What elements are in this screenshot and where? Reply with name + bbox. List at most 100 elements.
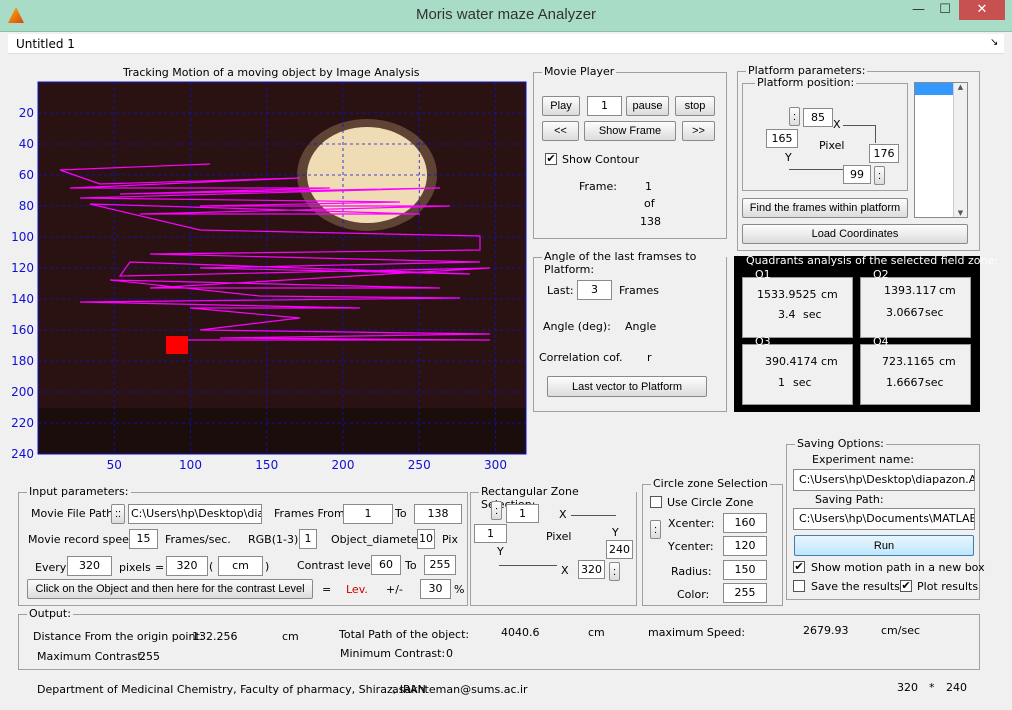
plot-frame: [37, 81, 527, 455]
pause-button[interactable]: pause: [626, 96, 669, 116]
listbox-selected-item[interactable]: [915, 83, 953, 95]
contrast-to-input[interactable]: 255: [424, 555, 456, 575]
tracking-plot[interactable]: 20 40 60 80 100 120 140 160 180 200 220 240 50 100 15…: [0, 78, 530, 470]
platform-x2-input[interactable]: 176: [869, 144, 899, 163]
rect-y1-input[interactable]: 1: [474, 524, 507, 543]
show-contour-checkbox[interactable]: ✔: [545, 152, 557, 165]
show-motion-checkbox[interactable]: ✔: [793, 560, 805, 573]
contrast-from-input[interactable]: 60: [371, 555, 401, 575]
menu-arrow-icon[interactable]: ↘: [990, 37, 999, 48]
next-frame-button[interactable]: >>: [682, 121, 715, 141]
experiment-name-input[interactable]: C:\Users\hp\Desktop\diapazon.AVI: [793, 469, 975, 491]
use-circle-checkbox[interactable]: [650, 496, 662, 508]
platform-select-button[interactable]: :: [789, 107, 800, 126]
movie-player-panel: Movie Player Play 1 pause stop << Show F…: [533, 65, 727, 239]
x-tick-label: 50: [107, 458, 122, 470]
rect-select-button[interactable]: :: [491, 501, 502, 520]
play-button[interactable]: Play: [542, 96, 580, 116]
q1-distance: 1533.9525: [757, 288, 817, 301]
y-tick-label: 20: [19, 106, 34, 120]
frames-from-input[interactable]: 1: [343, 504, 393, 524]
plot-results-checkbox[interactable]: ✔: [900, 579, 912, 592]
frames-label: Frames: [619, 284, 660, 297]
minimize-button[interactable]: —: [912, 2, 925, 17]
show-motion-label: Show motion path in a new box: [811, 561, 985, 574]
correlation-label: Correlation cof.: [539, 351, 623, 364]
rect-x1-input[interactable]: 1: [506, 504, 539, 523]
y-tick-label: 40: [19, 137, 34, 151]
max-speed-unit: cm/sec: [881, 624, 921, 637]
frames-to-input[interactable]: 138: [414, 504, 462, 524]
object-diameter-input[interactable]: 10: [417, 529, 435, 549]
unit-input[interactable]: cm: [218, 556, 263, 576]
scroll-down-icon[interactable]: ▼: [957, 209, 964, 217]
angle-panel-title: Angle of the last framses to Platform:: [542, 250, 726, 276]
frame-total: 138: [640, 215, 661, 228]
every-pixels-input[interactable]: 320: [67, 556, 112, 576]
platform-y2-input[interactable]: 99: [843, 165, 871, 184]
q3-time: 1: [778, 376, 785, 389]
rect-select-button-2[interactable]: :: [609, 562, 620, 581]
q4-time: 1.6667: [886, 376, 925, 389]
rect-y2-input[interactable]: 240: [606, 540, 633, 559]
percent-input[interactable]: 30: [420, 579, 451, 599]
saving-path-input[interactable]: C:\Users\hp\Documents\MATLAB\: [793, 508, 975, 530]
rgb-input[interactable]: 1: [299, 529, 317, 549]
total-path-unit: cm: [588, 626, 605, 639]
rect-x2-input[interactable]: 320: [578, 560, 605, 579]
xcenter-input[interactable]: 160: [723, 513, 767, 533]
run-button[interactable]: Run: [794, 535, 974, 556]
radius-input[interactable]: 150: [723, 560, 767, 580]
x-tick-label: 300: [484, 458, 507, 470]
circle-zone-panel: Circle zone Selection Use Circle Zone : …: [642, 477, 783, 606]
q3-distance-unit: cm: [821, 355, 838, 368]
object-diameter-unit: Pix: [442, 533, 458, 546]
menu-untitled[interactable]: Untitled 1: [16, 37, 75, 51]
find-frames-button[interactable]: Find the frames within platform: [742, 198, 908, 218]
input-parameters-title: Input parameters:: [27, 485, 131, 498]
frame-width: 320: [897, 681, 918, 694]
record-speed-input[interactable]: 15: [129, 529, 158, 549]
last-vector-button[interactable]: Last vector to Platform: [547, 376, 707, 397]
contrast-level-button[interactable]: Click on the Object and then here for th…: [27, 579, 313, 599]
output-title: Output:: [27, 607, 73, 620]
stop-button[interactable]: stop: [675, 96, 715, 116]
prev-frame-button[interactable]: <<: [542, 121, 579, 141]
motion-path: [59, 163, 491, 341]
platform-y1-input[interactable]: 165: [766, 129, 798, 148]
circle-select-button[interactable]: :: [650, 520, 661, 539]
y-tick-label: 240: [11, 447, 34, 461]
platform-x1-input[interactable]: 85: [803, 108, 833, 127]
x-bracket-line: [843, 125, 875, 126]
show-frame-button[interactable]: Show Frame: [584, 121, 676, 141]
y-tick-label: 140: [11, 292, 34, 306]
record-speed-label: Movie record speed:: [28, 533, 140, 546]
browse-file-button[interactable]: ::: [111, 504, 125, 524]
save-results-checkbox[interactable]: [793, 580, 805, 592]
file-path-input[interactable]: C:\Users\hp\Desktop\diapa: [128, 504, 262, 524]
cm-value-input[interactable]: 320: [166, 556, 208, 576]
q3-label: Q3: [755, 335, 771, 348]
platform-select-button-2[interactable]: :: [874, 166, 885, 185]
ycenter-input[interactable]: 120: [723, 536, 767, 556]
equals-label-2: =: [322, 583, 332, 596]
frame-input[interactable]: 1: [587, 96, 622, 116]
listbox-scrollbar[interactable]: ▲ ▼: [953, 83, 967, 217]
close-button[interactable]: ✕: [959, 0, 1005, 20]
record-speed-unit: Frames/sec.: [165, 533, 231, 546]
color-label: Color:: [677, 588, 710, 601]
rectangular-zone-panel: Rectangular Zone Selection: : 1 X 1 Pixe…: [470, 485, 637, 606]
y-tick-label: 160: [11, 323, 34, 337]
rect-bracket-bottom: [499, 565, 557, 566]
scroll-up-icon[interactable]: ▲: [957, 83, 964, 91]
distance-origin-unit: cm: [282, 630, 299, 643]
experiment-name-label: Experiment name:: [812, 453, 914, 466]
platform-x-label: X: [833, 118, 841, 131]
last-frames-input[interactable]: 3: [577, 280, 612, 300]
x-tick-labels: 50 100 150 200 250 300: [107, 458, 507, 470]
frames-listbox[interactable]: ▲ ▼: [914, 82, 968, 218]
use-circle-label: Use Circle Zone: [667, 496, 754, 509]
maximize-button[interactable]: ☐: [939, 2, 951, 17]
color-input[interactable]: 255: [723, 583, 767, 603]
load-coordinates-button[interactable]: Load Coordinates: [742, 224, 968, 244]
